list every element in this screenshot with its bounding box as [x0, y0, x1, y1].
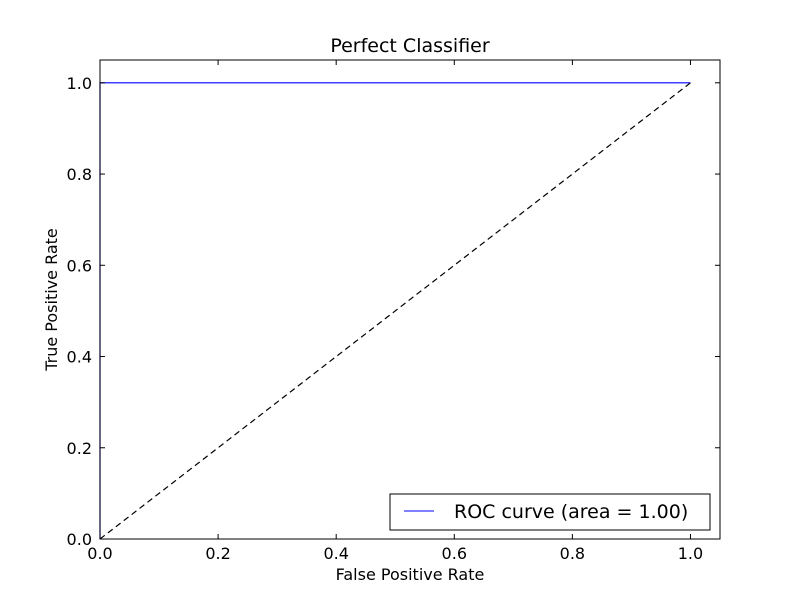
y-tick-label: 0.0: [67, 530, 92, 549]
y-tick-label: 0.2: [67, 439, 92, 458]
legend-label: ROC curve (area = 1.00): [454, 501, 688, 523]
y-tick-label: 0.4: [67, 348, 92, 367]
x-tick-label: 0.6: [442, 544, 467, 563]
axis-ticks: 0.0 0.2 0.4 0.6 0.8 1.0 0.0 0.2 0.4 0.6 0.8 1.0: [67, 60, 720, 563]
x-axis-label: False Positive Rate: [336, 565, 485, 584]
x-tick-label: 0.0: [87, 544, 112, 563]
y-tick-label: 0.8: [67, 165, 92, 184]
x-tick-label: 0.8: [560, 544, 585, 563]
axes-frame: [99, 59, 721, 540]
legend-box: [389, 493, 711, 531]
y-tick-label: 0.6: [67, 256, 92, 275]
legend: ROC curve (area = 1.00): [389, 493, 711, 531]
y-tick-label: 1.0: [67, 74, 92, 93]
x-tick-label: 1.0: [678, 544, 703, 563]
y-axis-label: True Positive Rate: [42, 228, 61, 372]
x-tick-label: 0.4: [323, 544, 348, 563]
chart-title: Perfect Classifier: [330, 35, 490, 57]
plot-area: [99, 82, 691, 540]
x-tick-label: 0.2: [205, 544, 230, 563]
chance-diagonal-line: [99, 82, 691, 540]
